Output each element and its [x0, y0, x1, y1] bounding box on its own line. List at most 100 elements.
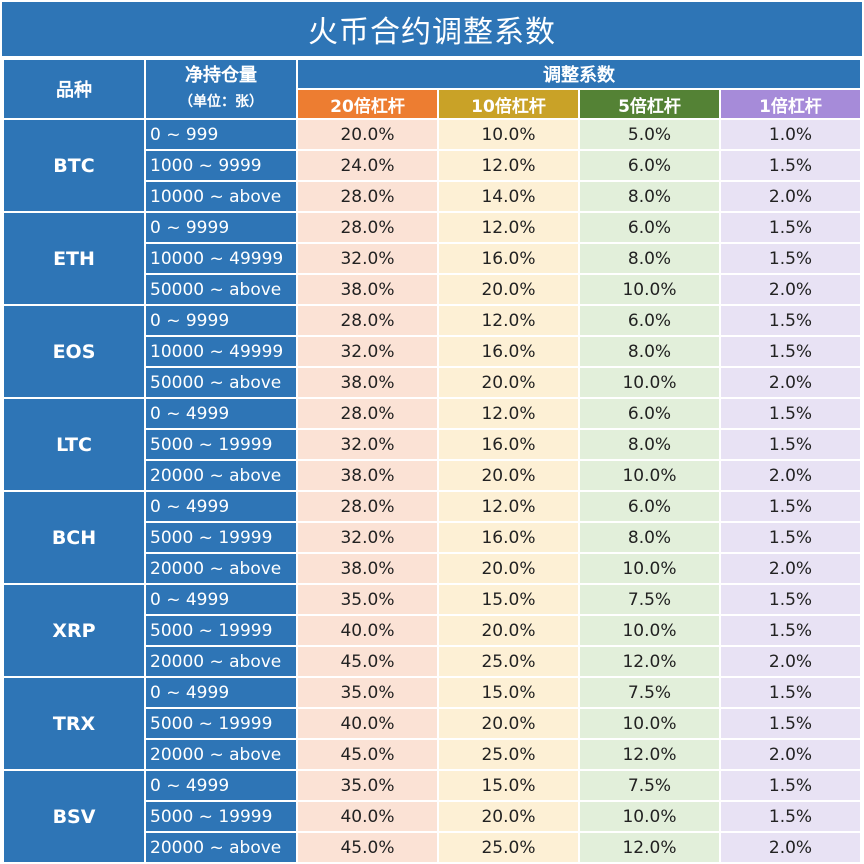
coefficient-lev20: 40.0% — [298, 616, 437, 645]
coefficient-lev5: 6.0% — [580, 213, 719, 242]
coefficient-lev20: 28.0% — [298, 306, 437, 335]
coefficient-lev1: 1.5% — [721, 678, 860, 707]
table-row: BSV 0 ~ 4999 35.0% 15.0% 7.5% 1.5% — [4, 771, 860, 862]
coefficient-lev1: 1.5% — [721, 430, 860, 459]
coefficient-lev1: 1.5% — [721, 492, 860, 521]
table-row: EOS 0 ~ 9999 28.0% 12.0% 6.0% 1.5% — [4, 306, 860, 397]
coefficient-lev5: 10.0% — [580, 461, 719, 490]
table-row: 5000 ~ 19999 40.0% 20.0% 10.0% 1.5% — [4, 616, 860, 645]
table-row: TRX 0 ~ 4999 35.0% 15.0% 7.5% 1.5% — [4, 678, 860, 769]
table-row: BTC 0 ~ 999 20.0% 10.0% 5.0% 1.0% — [4, 120, 860, 211]
coefficient-lev10: 25.0% — [439, 833, 578, 862]
coefficient-lev10: 15.0% — [439, 678, 578, 707]
coefficient-lev1: 1.5% — [721, 585, 860, 614]
header-lev10: 10倍杠杆 — [439, 90, 578, 118]
holding-range: 20000 ~ above — [146, 647, 296, 676]
coefficient-lev20: 40.0% — [298, 709, 437, 738]
coin-name: BSV — [4, 771, 144, 862]
coefficient-lev1: 2.0% — [721, 647, 860, 676]
coefficient-lev10: 12.0% — [439, 213, 578, 242]
coefficient-lev20: 32.0% — [298, 244, 437, 273]
coefficient-lev1: 1.5% — [721, 802, 860, 831]
table-row: 10000 ~ 49999 32.0% 16.0% 8.0% 1.5% — [4, 244, 860, 273]
coefficient-lev10: 16.0% — [439, 244, 578, 273]
coefficient-lev1: 1.5% — [721, 771, 860, 800]
coefficient-lev1: 2.0% — [721, 275, 860, 304]
table-row: 5000 ~ 19999 32.0% 16.0% 8.0% 1.5% — [4, 430, 860, 459]
coefficient-lev20: 28.0% — [298, 399, 437, 428]
coefficient-lev20: 45.0% — [298, 833, 437, 862]
coefficient-lev1: 2.0% — [721, 740, 860, 769]
coefficient-lev10: 16.0% — [439, 430, 578, 459]
holding-range: 20000 ~ above — [146, 833, 296, 862]
coefficient-lev20: 28.0% — [298, 492, 437, 521]
coefficient-lev1: 1.5% — [721, 399, 860, 428]
header-net-holding-unit: （单位：张） — [179, 94, 263, 110]
header-net-holding: 净持仓量 （单位：张） — [146, 60, 296, 118]
coefficient-lev5: 7.5% — [580, 771, 719, 800]
coin-name: BTC — [4, 120, 144, 211]
coefficient-lev10: 12.0% — [439, 399, 578, 428]
holding-range: 50000 ~ above — [146, 275, 296, 304]
coefficient-lev20: 45.0% — [298, 647, 437, 676]
holding-range: 50000 ~ above — [146, 368, 296, 397]
coefficient-lev1: 2.0% — [721, 461, 860, 490]
header-variety: 品种 — [4, 60, 144, 118]
coefficient-lev20: 45.0% — [298, 740, 437, 769]
coefficient-lev10: 20.0% — [439, 368, 578, 397]
holding-range: 5000 ~ 19999 — [146, 802, 296, 831]
coefficient-lev10: 25.0% — [439, 647, 578, 676]
holding-range: 10000 ~ 49999 — [146, 244, 296, 273]
holding-range: 10000 ~ 49999 — [146, 337, 296, 366]
coefficient-lev10: 14.0% — [439, 182, 578, 211]
coefficient-lev10: 15.0% — [439, 771, 578, 800]
table-row: 20000 ~ above 45.0% 25.0% 12.0% 2.0% — [4, 647, 860, 676]
coefficient-lev5: 10.0% — [580, 616, 719, 645]
header-adjustment-coefficient: 调整系数 — [298, 60, 860, 88]
holding-range: 0 ~ 999 — [146, 120, 296, 149]
table-row: 20000 ~ above 38.0% 20.0% 10.0% 2.0% — [4, 554, 860, 583]
page-title: 火币合约调整系数 — [2, 2, 862, 56]
coefficient-lev20: 40.0% — [298, 802, 437, 831]
coefficient-lev10: 12.0% — [439, 306, 578, 335]
coin-name: EOS — [4, 306, 144, 397]
coefficient-lev5: 10.0% — [580, 802, 719, 831]
coefficient-lev1: 2.0% — [721, 833, 860, 862]
coefficient-lev5: 12.0% — [580, 833, 719, 862]
coefficient-lev10: 16.0% — [439, 523, 578, 552]
coefficient-lev5: 10.0% — [580, 275, 719, 304]
coefficient-lev20: 32.0% — [298, 337, 437, 366]
coefficient-lev5: 8.0% — [580, 244, 719, 273]
coefficient-lev10: 15.0% — [439, 585, 578, 614]
holding-range: 1000 ~ 9999 — [146, 151, 296, 180]
table-row: 10000 ~ 49999 32.0% 16.0% 8.0% 1.5% — [4, 337, 860, 366]
coefficient-lev1: 1.0% — [721, 120, 860, 149]
coefficient-lev20: 24.0% — [298, 151, 437, 180]
coefficient-lev1: 2.0% — [721, 368, 860, 397]
table-row: 20000 ~ above 45.0% 25.0% 12.0% 2.0% — [4, 833, 860, 862]
coefficient-lev20: 38.0% — [298, 275, 437, 304]
coefficient-lev10: 12.0% — [439, 492, 578, 521]
coefficient-lev1: 2.0% — [721, 554, 860, 583]
coefficient-lev5: 10.0% — [580, 368, 719, 397]
holding-range: 5000 ~ 19999 — [146, 616, 296, 645]
coefficient-lev20: 35.0% — [298, 585, 437, 614]
table-row: BCH 0 ~ 4999 28.0% 12.0% 6.0% 1.5% — [4, 492, 860, 583]
coefficient-lev10: 12.0% — [439, 151, 578, 180]
header-lev1: 1倍杠杆 — [721, 90, 860, 118]
coefficient-lev20: 38.0% — [298, 368, 437, 397]
coefficient-lev10: 20.0% — [439, 461, 578, 490]
table-row: 20000 ~ above 45.0% 25.0% 12.0% 2.0% — [4, 740, 860, 769]
coefficient-lev20: 32.0% — [298, 430, 437, 459]
coefficient-lev10: 16.0% — [439, 337, 578, 366]
holding-range: 10000 ~ above — [146, 182, 296, 211]
table-row: 50000 ~ above 38.0% 20.0% 10.0% 2.0% — [4, 275, 860, 304]
table-row: LTC 0 ~ 4999 28.0% 12.0% 6.0% 1.5% — [4, 399, 860, 490]
holding-range: 5000 ~ 19999 — [146, 709, 296, 738]
coefficient-lev10: 20.0% — [439, 616, 578, 645]
header-lev20: 20倍杠杆 — [298, 90, 437, 118]
coefficient-lev5: 12.0% — [580, 740, 719, 769]
holding-range: 0 ~ 9999 — [146, 306, 296, 335]
coefficient-lev20: 28.0% — [298, 213, 437, 242]
coefficient-lev5: 6.0% — [580, 151, 719, 180]
